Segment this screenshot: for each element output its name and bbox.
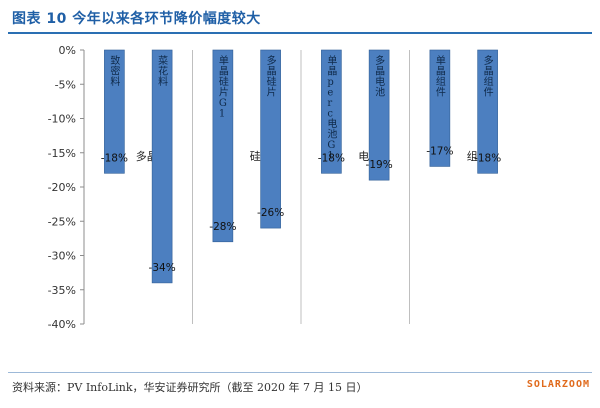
data-label: -18%: [318, 152, 345, 164]
data-label: -18%: [474, 152, 501, 164]
y-tick-label: -15%: [48, 147, 76, 160]
bar: [212, 49, 234, 243]
y-tick-label: -40%: [48, 318, 76, 331]
y-tick-label: -25%: [48, 215, 76, 228]
data-label: -19%: [366, 159, 393, 171]
bar-chart: 0%-5%-10%-15%-20%-25%-30%-35%-40%多晶硅致密料-…: [48, 44, 502, 331]
bar: [477, 49, 498, 174]
y-tick-label: -35%: [48, 284, 76, 297]
data-label: -28%: [209, 221, 236, 233]
chart-header: 图表 10 今年以来各环节降价幅度较大: [8, 6, 592, 34]
category-label: 单晶 p e r c 电池 G 1: [327, 55, 337, 162]
y-tick-label: -10%: [48, 113, 76, 126]
y-tick-label: -5%: [55, 78, 76, 91]
source-note: 资料来源：PV InfoLink，华安证券研究所（截至 2020 年 7 月 1…: [12, 381, 368, 394]
bar: [151, 49, 173, 284]
brand-logo-text: SOLARZOOM: [526, 379, 590, 390]
bar: [260, 49, 281, 229]
bar: [321, 49, 342, 174]
bar: [368, 49, 390, 181]
y-tick-label: -20%: [48, 181, 76, 194]
data-label: -34%: [149, 262, 176, 274]
y-tick-label: -30%: [48, 250, 76, 263]
chart-title: 图表 10 今年以来各环节降价幅度较大: [12, 11, 261, 27]
category-label: 多晶硅片: [267, 54, 277, 99]
chart-footer: 资料来源：PV InfoLink，华安证券研究所（截至 2020 年 7 月 1…: [8, 372, 592, 397]
y-tick-label: 0%: [59, 44, 76, 57]
category-label: 单晶组件: [436, 55, 446, 99]
bar: [104, 49, 125, 174]
bar: [429, 49, 451, 167]
data-label: -18%: [101, 152, 128, 164]
category-label: 致密料: [110, 54, 120, 88]
category-label: 菜花料: [158, 55, 168, 88]
data-label: -17%: [426, 145, 453, 157]
category-label: 多晶电池: [375, 54, 385, 99]
data-label: -26%: [257, 207, 284, 219]
category-label: 单晶硅片 G 1: [219, 55, 229, 120]
category-label: 多晶组件: [484, 54, 494, 99]
